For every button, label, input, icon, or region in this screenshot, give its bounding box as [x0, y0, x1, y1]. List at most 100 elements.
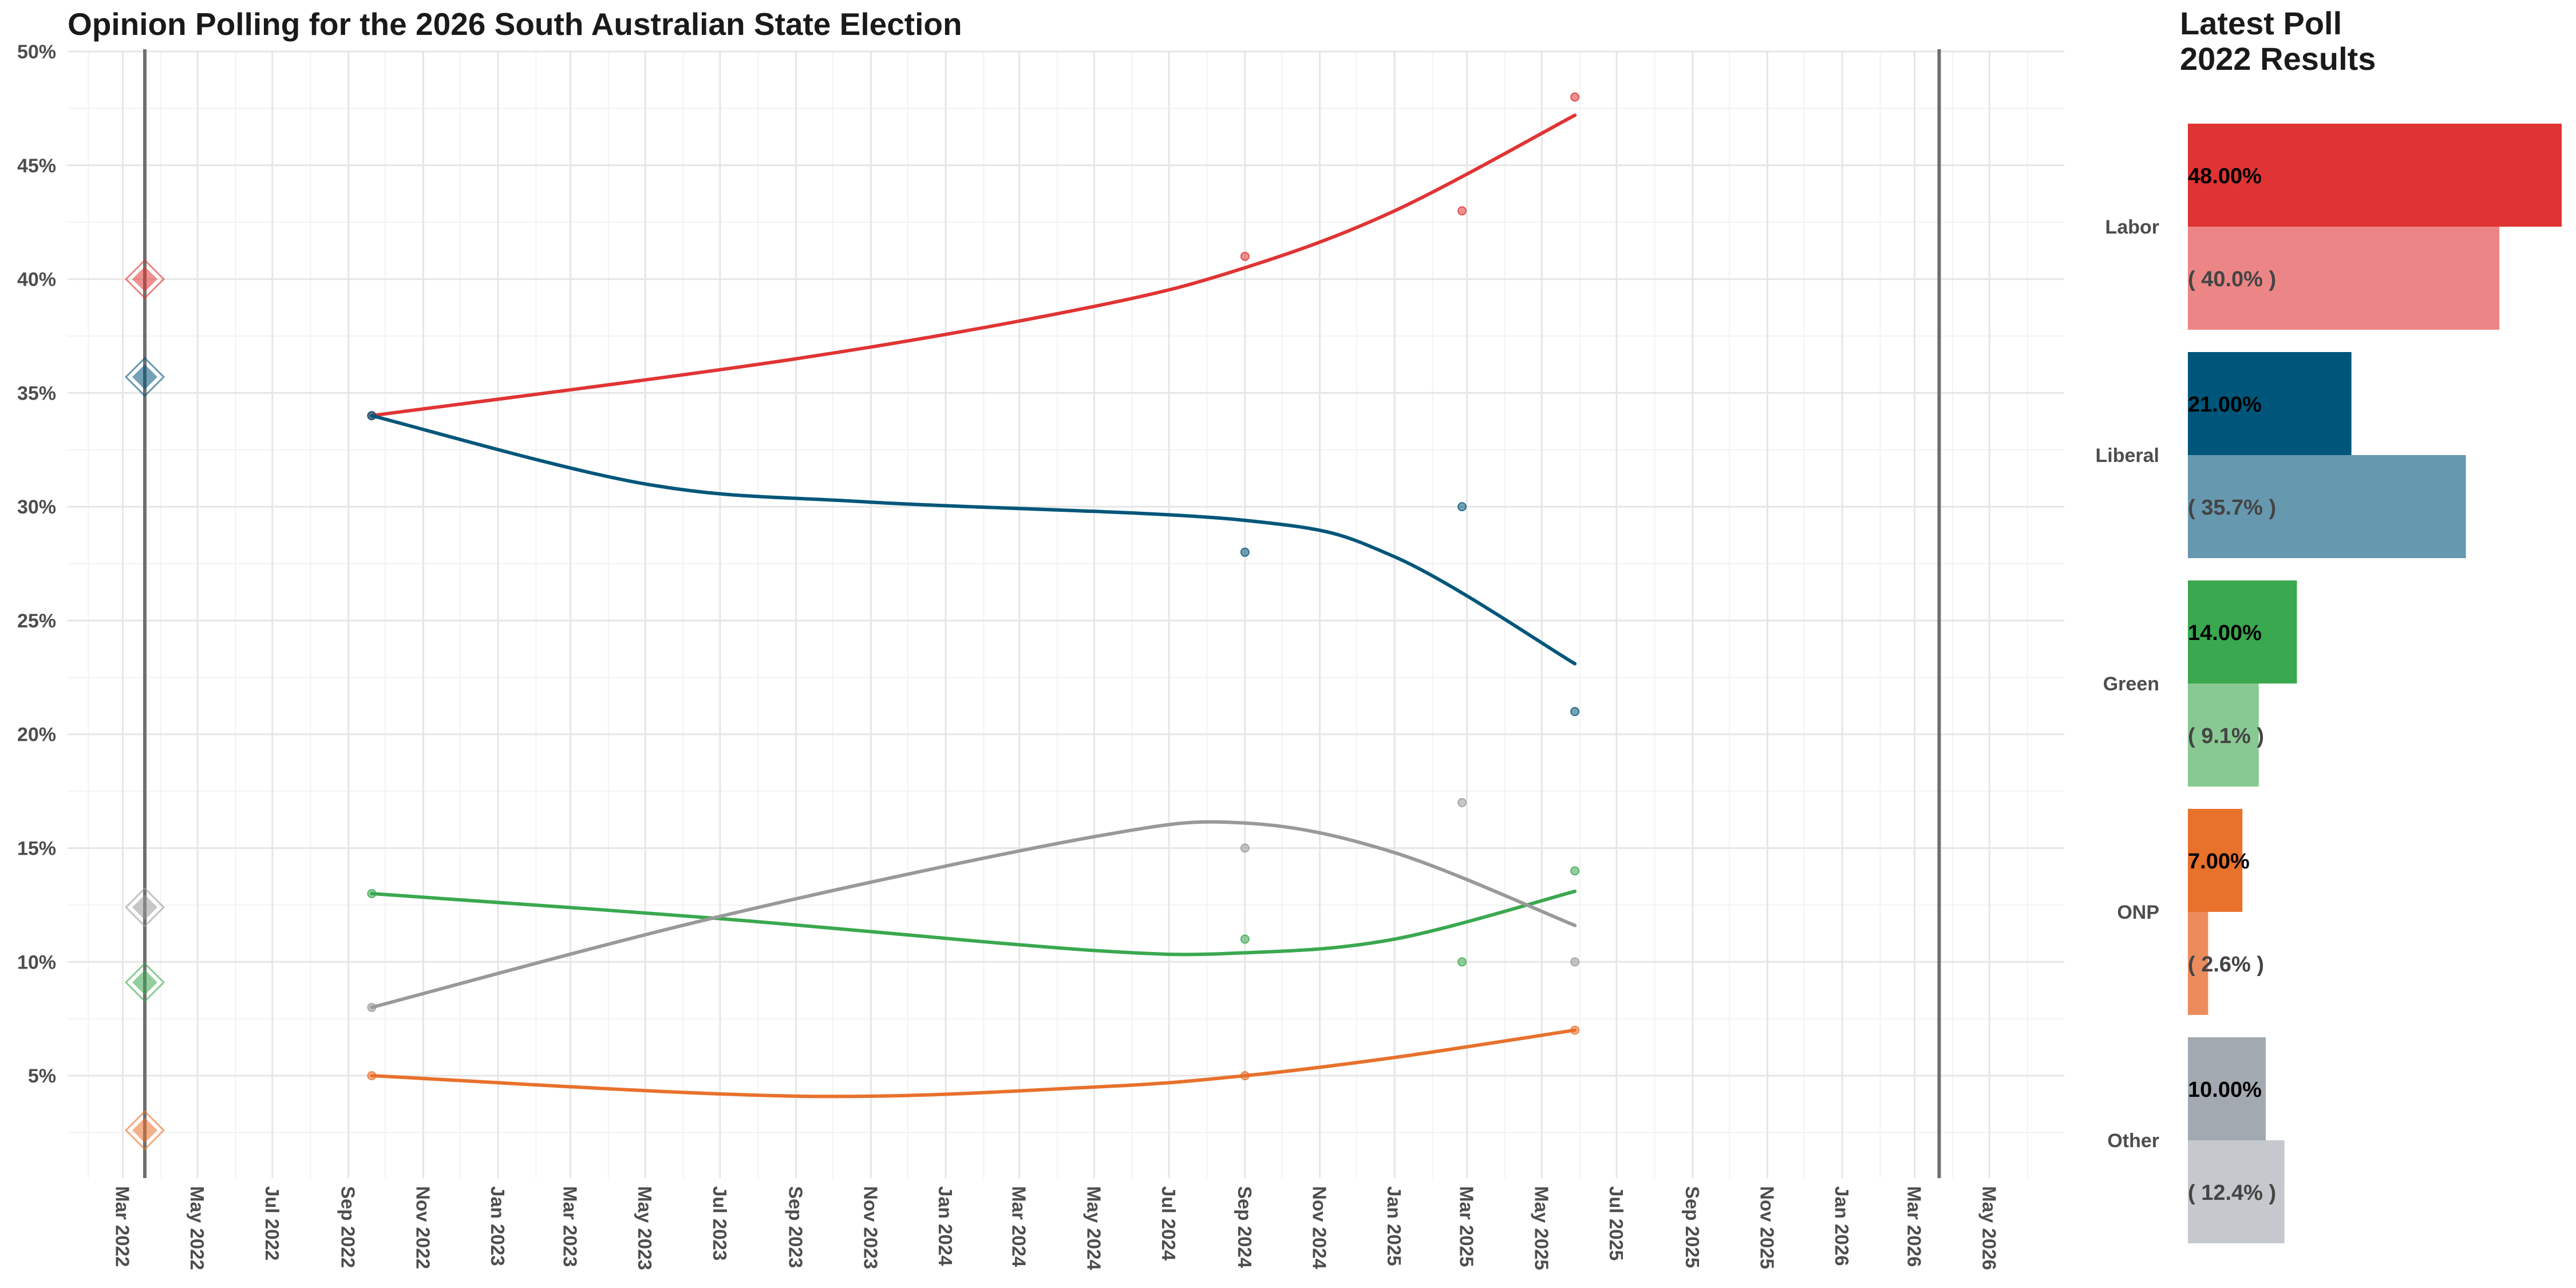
diamond-outline [124, 357, 165, 397]
diamond-fill [132, 266, 157, 292]
y-tick-label: 40% [17, 269, 56, 291]
x-tick-label: Mar 2024 [1009, 1186, 1030, 1267]
diamond-outline [124, 962, 165, 1003]
y-tick-label: 45% [17, 155, 56, 177]
y-tick-label: 5% [28, 1065, 56, 1087]
y-tick-label: 20% [17, 724, 56, 746]
result-2022-bar-liberal [2188, 455, 2466, 558]
latest-poll-value-labor: 48.00% [2188, 164, 2262, 188]
result-2022-bar-onp [2188, 912, 2208, 1015]
category-label-onp: ONP [2117, 902, 2159, 923]
result-2022-value-liberal: ( 35.7% ) [2188, 496, 2276, 520]
x-tick-label: Nov 2025 [1757, 1186, 1778, 1269]
poll-point-onp [1570, 1025, 1580, 1035]
category-label-other: Other [2107, 1130, 2159, 1152]
y-tick-label: 10% [17, 951, 56, 973]
x-tick-label: May 2026 [1978, 1186, 2000, 1270]
bar-panel-title-line-1: Latest Poll [2180, 5, 2342, 41]
poll-point-liberal [1570, 706, 1580, 716]
result-2022-value-other: ( 12.4% ) [2188, 1181, 2276, 1205]
result-2022-value-labor: ( 40.0% ) [2188, 267, 2276, 291]
result-2022-marker-onp [124, 1110, 165, 1151]
x-tick-label: Jul 2023 [709, 1186, 730, 1261]
diamond-fill [132, 364, 157, 390]
bar-panel-title: Latest Poll 2022 Results [2180, 6, 2376, 77]
y-tick-label: 15% [17, 838, 56, 860]
x-tick-label: May 2022 [187, 1186, 208, 1270]
diamond-outline [124, 887, 165, 928]
y-tick-label: 50% [17, 41, 56, 63]
poll-point-labor [1570, 92, 1580, 102]
poll-point-other [1570, 957, 1580, 967]
series-onp [124, 1025, 1580, 1151]
poll-point-other [367, 1002, 377, 1012]
series-liberal [124, 357, 1580, 716]
poll-point-liberal [1457, 502, 1467, 512]
latest-poll-bar-green [2188, 580, 2297, 683]
poll-point-liberal [367, 411, 377, 421]
result-2022-marker-labor [124, 259, 165, 299]
latest-poll-value-other: 10.00% [2188, 1078, 2262, 1102]
poll-point-labor [1240, 251, 1250, 261]
poll-point-liberal [1240, 547, 1250, 557]
series-green [124, 866, 1580, 1003]
x-tick-label: Jul 2022 [262, 1186, 283, 1261]
x-tick-label: Sep 2024 [1234, 1186, 1255, 1269]
result-2022-bar-green [2188, 683, 2259, 787]
x-tick-label: May 2023 [634, 1186, 655, 1270]
result-2022-bar-labor [2188, 227, 2500, 330]
category-label-labor: Labor [2105, 216, 2159, 238]
latest-poll-bar-liberal [2188, 352, 2352, 455]
x-tick-label: Mar 2026 [1904, 1186, 1925, 1267]
x-tick-label: Jul 2024 [1158, 1186, 1179, 1261]
poll-point-other [1457, 798, 1467, 807]
bar-panel-title-line-2: 2022 Results [2180, 41, 2376, 77]
result-2022-marker-liberal [124, 357, 165, 397]
line-chart: 5% 10% 15% 20% 25% 30% 35% 40% 45% 50% Mar 2022 May… [17, 41, 2064, 1270]
result-2022-bar-other [2188, 1140, 2285, 1243]
poll-point-onp [367, 1071, 377, 1081]
trend-line-labor [370, 113, 1577, 418]
trend-line-onp [370, 1028, 1577, 1099]
x-tick-label: Nov 2023 [860, 1186, 881, 1269]
latest-poll-bar-other [2188, 1037, 2266, 1140]
latest-poll-value-onp: 7.00% [2188, 850, 2250, 874]
poll-point-green [1570, 866, 1580, 876]
x-tick-label: Jan 2023 [487, 1186, 508, 1266]
trend-line-other [370, 820, 1577, 1009]
latest-poll-bar-labor [2188, 124, 2562, 227]
trend-line-liberal [370, 414, 1577, 666]
y-tick-label: 30% [17, 496, 56, 518]
y-tick-label: 25% [17, 610, 56, 632]
chart-title: Opinion Polling for the 2026 South Austr… [68, 6, 962, 42]
diamond-outline [124, 259, 165, 299]
trend-line-green [370, 890, 1577, 957]
poll-point-green [1457, 957, 1467, 967]
latest-poll-value-green: 14.00% [2188, 621, 2262, 645]
diamond-outline [124, 1110, 165, 1151]
result-2022-value-onp: ( 2.6% ) [2188, 953, 2264, 977]
x-tick-label: Jan 2024 [935, 1186, 956, 1266]
diamond-fill [132, 1117, 157, 1143]
result-2022-marker-other [124, 887, 165, 928]
category-label-green: Green [2103, 673, 2159, 695]
poll-point-green [1240, 934, 1250, 944]
latest-poll-value-liberal: 21.00% [2188, 393, 2262, 417]
x-tick-label: Sep 2022 [338, 1186, 359, 1268]
category-label-liberal: Liberal [2096, 445, 2159, 467]
y-tick-label: 35% [17, 382, 56, 404]
series-other [124, 798, 1580, 1012]
poll-point-other [1240, 843, 1250, 853]
poll-point-labor [1457, 206, 1467, 216]
diamond-fill [132, 970, 157, 995]
x-tick-label: Jan 2025 [1384, 1186, 1405, 1266]
x-tick-label: May 2025 [1531, 1186, 1552, 1270]
x-tick-label: May 2024 [1083, 1186, 1104, 1270]
x-tick-label: Sep 2023 [785, 1186, 807, 1268]
x-tick-label: Jul 2025 [1606, 1186, 1627, 1261]
latest-poll-bar-onp [2188, 809, 2243, 912]
x-tick-label: Sep 2025 [1682, 1186, 1703, 1268]
x-tick-label: Jan 2026 [1831, 1186, 1852, 1266]
poll-point-onp [1240, 1071, 1250, 1081]
